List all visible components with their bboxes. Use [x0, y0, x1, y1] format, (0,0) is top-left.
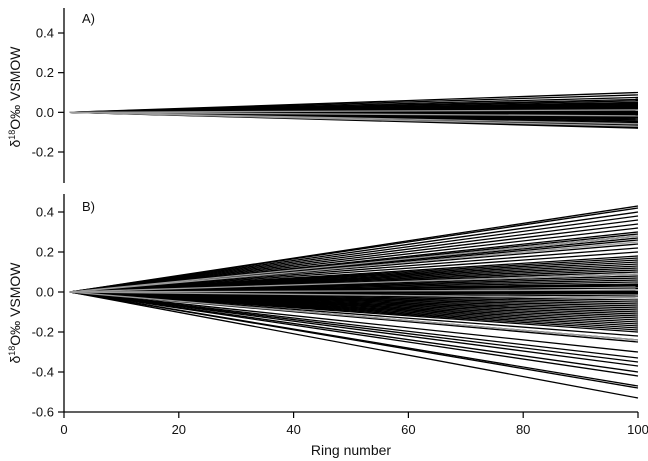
- panel-b-series-line: [69, 219, 639, 293]
- panel-b-x-tick-label: 20: [172, 422, 186, 437]
- panel-a-y-title-main: δ: [7, 140, 23, 148]
- panel-b-series-line: [69, 215, 639, 293]
- panel-a: 0.4 0.2 0.0 -0.2 A) δ18O‰ VSMOW: [7, 8, 639, 183]
- panel-b-x-ticks: 0 20 40 60 80 100: [60, 412, 648, 437]
- panel-b-x-tick-label: 100: [627, 422, 648, 437]
- panel-b-series-line: [69, 291, 639, 363]
- panel-a-y-tick-label: -0.2: [32, 145, 54, 160]
- panel-b-series-line: [69, 291, 639, 333]
- panel-b-y-title-rest: O‰ VSMOW: [7, 262, 23, 346]
- panel-b-series-line: [69, 291, 639, 373]
- panel-b-highlight-line: [69, 289, 639, 293]
- panel-b-series-line: [69, 291, 639, 389]
- panel-b-series-line: [69, 223, 639, 293]
- panel-b-series: [69, 205, 639, 399]
- panel-a-series: [69, 91, 639, 129]
- panel-b-y-ticks: 0.4 0.2 0.0 -0.2 -0.4 -0.6: [32, 205, 64, 420]
- panel-b-series-line: [69, 291, 639, 337]
- panel-b-x-axis-title: Ring number: [311, 442, 391, 458]
- panel-a-y-tick-label: 0.0: [36, 105, 54, 120]
- panel-a-y-title-rest: O‰ VSMOW: [7, 46, 23, 130]
- panel-b-y-axis-title: δ18O‰ VSMOW: [7, 262, 23, 364]
- panel-b-series-line: [69, 291, 639, 399]
- panel-b-highlight-line: [69, 273, 639, 293]
- panel-a-y-axis-title: δ18O‰ VSMOW: [7, 46, 23, 148]
- panel-b-highlight-line: [69, 291, 639, 299]
- panel-b-series-line: [69, 291, 639, 377]
- panel-b-series-line: [69, 247, 639, 293]
- panel-b-y-tick-label: 0.0: [36, 285, 54, 300]
- panel-b-series-line: [69, 291, 639, 353]
- panel-b-series-line: [69, 291, 639, 367]
- panel-b-series-line: [69, 207, 639, 293]
- panel-b-series-line: [69, 227, 639, 293]
- panel-b-series-line: [69, 251, 639, 293]
- panel-b-y-tick-label: -0.4: [32, 365, 54, 380]
- panel-b-highlight-line: [69, 241, 639, 293]
- panel-a-highlight-line: [69, 111, 639, 127]
- panel-b-y-title-main: δ: [7, 356, 23, 364]
- panel-b-y-tick-label: 0.2: [36, 245, 54, 260]
- panel-b-y-tick-label: -0.6: [32, 405, 54, 420]
- panel-b-series-line: [69, 211, 639, 293]
- panel-b-y-tick-label: 0.4: [36, 205, 54, 220]
- panel-a-y-ticks: 0.4 0.2 0.0 -0.2: [32, 26, 64, 160]
- panel-a-highlight-line: [69, 111, 639, 117]
- panel-b-y-tick-label: -0.2: [32, 325, 54, 340]
- panel-a-y-title-superscript: 18: [7, 130, 17, 140]
- panel-b-highlight-line: [69, 235, 639, 293]
- panel-b-x-tick-label: 0: [60, 422, 67, 437]
- panel-b-series-line: [69, 291, 639, 359]
- panel-b-label: B): [82, 199, 95, 214]
- panel-b-highlight-line: [69, 291, 639, 341]
- panel-b: 0.4 0.2 0.0 -0.2 -0.4 -0.6 0 20 40 60 80 100 B) δ1…: [7, 194, 648, 458]
- panel-b-x-tick-label: 80: [516, 422, 530, 437]
- panel-b-y-title-superscript: 18: [7, 346, 17, 356]
- panel-a-label: A): [82, 11, 95, 26]
- panel-b-x-tick-label: 60: [401, 422, 415, 437]
- panel-a-y-tick-label: 0.4: [36, 26, 54, 41]
- panel-b-x-tick-label: 40: [286, 422, 300, 437]
- panel-a-y-tick-label: 0.2: [36, 65, 54, 80]
- panel-a-highlight-line: [69, 109, 639, 113]
